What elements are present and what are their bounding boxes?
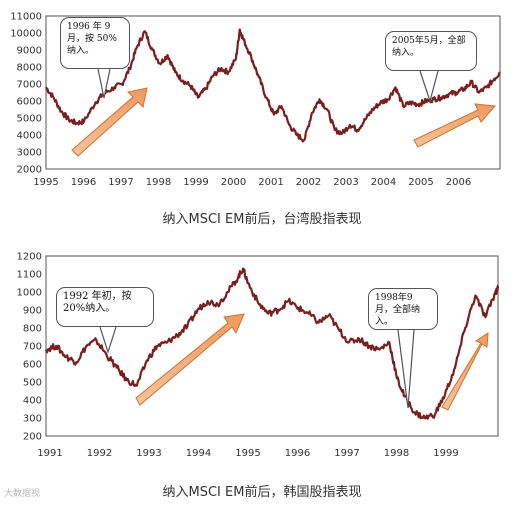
y-tick-label: 6000 — [17, 97, 42, 108]
y-tick-label: 1200 — [17, 252, 42, 263]
uptrend-arrow — [135, 313, 245, 406]
uptrend-arrow — [413, 103, 497, 148]
y-tick-label: 700 — [23, 342, 42, 353]
x-tick-label: 1999 — [433, 448, 458, 459]
callout-pointer — [97, 68, 111, 99]
y-tick-label: 9000 — [17, 46, 42, 57]
y-tick-label: 500 — [23, 378, 42, 389]
y-tick-label: 300 — [23, 414, 42, 425]
y-tick-label: 400 — [23, 396, 42, 407]
x-tick-label: 1992 — [87, 448, 112, 459]
plot-frame — [45, 15, 501, 170]
x-tick-label: 1993 — [136, 448, 161, 459]
x-tick-label: 1996 — [285, 448, 310, 459]
x-tick-label: 1991 — [37, 448, 62, 459]
x-tick-label: 1995 — [33, 177, 58, 188]
y-tick-label: 2000 — [17, 165, 42, 176]
x-tick-label: 2000 — [221, 177, 246, 188]
korea-index-chart: 200 300 400 500 600 700 800 900 1000 1100 1200 1991… — [17, 252, 500, 460]
x-tick-label: 1994 — [186, 448, 211, 459]
series-line — [45, 28, 501, 143]
x-tick-label: 1999 — [183, 177, 208, 188]
callout-pointer — [397, 329, 415, 409]
x-tick-label: 2006 — [446, 177, 471, 188]
watermark: 大数据视 — [4, 489, 41, 499]
annotation-1992-20pct: 1992 年初，按 20%纳入。 — [56, 287, 154, 327]
x-tick-label: 1998 — [146, 177, 171, 188]
y-tick-label: 200 — [23, 432, 42, 443]
chart-caption-taiwan: 纳入MSCI EM前后，台湾股指表现 — [162, 212, 362, 227]
y-tick-label: 5000 — [17, 114, 42, 125]
y-tick-label: 800 — [23, 324, 42, 335]
y-tick-label: 4000 — [17, 131, 42, 142]
x-tick-label: 2004 — [371, 177, 396, 188]
annotation-1996-50pct: 1996 年 9 月，按 50% 纳入。 — [60, 17, 130, 69]
uptrend-arrow — [71, 87, 148, 157]
y-tick-label: 600 — [23, 360, 42, 371]
y-tick-label: 3000 — [17, 148, 42, 159]
y-tick-label: 7000 — [17, 80, 42, 91]
taiwan-index-chart: 2000 3000 4000 5000 6000 7000 8000 9000 10000 110… — [10, 12, 501, 189]
x-tick-label: 2005 — [408, 177, 433, 188]
x-tick-label: 2003 — [333, 177, 358, 188]
plot-frame — [45, 255, 499, 437]
annotation-2005-full: 2005年5月，全部 纳入。 — [385, 31, 477, 71]
x-tick-label: 1997 — [334, 448, 359, 459]
uptrend-arrow — [441, 332, 489, 411]
x-tick-label: 1998 — [384, 448, 409, 459]
tick-labels: 200 300 400 500 600 700 800 900 1000 1100 1200 1991… — [17, 252, 459, 460]
x-tick-label: 2001 — [258, 177, 283, 188]
y-tick-label: 11000 — [10, 12, 42, 23]
chart-caption-korea: 纳入MSCI EM前后，韩国股指表现 — [162, 485, 362, 500]
x-tick-label: 1997 — [108, 177, 133, 188]
tick-labels: 2000 3000 4000 5000 6000 7000 8000 9000 10000 110… — [10, 12, 471, 189]
y-tick-label: 1100 — [17, 270, 42, 281]
annotation-1998-full: 1998年9 月，全部纳 入。 — [368, 288, 438, 330]
y-tick-label: 8000 — [17, 63, 42, 74]
callout-pointer — [99, 326, 117, 354]
x-tick-label: 1995 — [235, 448, 260, 459]
x-tick-label: 2002 — [296, 177, 321, 188]
x-tick-label: 1996 — [71, 177, 96, 188]
y-tick-label: 900 — [23, 306, 42, 317]
y-tick-label: 10000 — [10, 29, 42, 40]
y-tick-label: 1000 — [17, 288, 42, 299]
series-line — [44, 267, 500, 420]
callout-pointer — [419, 70, 439, 104]
